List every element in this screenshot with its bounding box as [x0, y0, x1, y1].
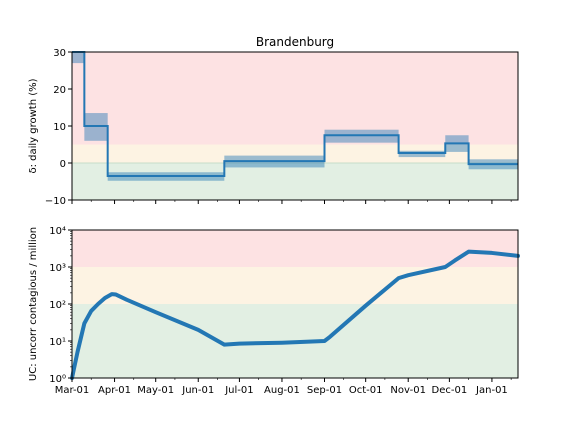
- x-tick-label: Jul-01: [224, 385, 253, 396]
- background-band: [72, 267, 518, 304]
- y-axis-label: UC: uncorr contagious / million: [28, 227, 39, 381]
- y-tick-label: 30: [53, 48, 66, 59]
- growth-rate-panel: −10 0 10 20 30 δ: daily growth (%): [28, 48, 519, 207]
- x-tick-label: Mar-01: [55, 385, 90, 396]
- x-tick-label: Oct-01: [349, 385, 383, 396]
- y-tick-label: 10¹: [49, 337, 66, 348]
- x-tick-label: Dec-01: [432, 385, 468, 396]
- growth-step-line: [72, 51, 518, 177]
- chart-title: Brandenburg: [256, 35, 334, 49]
- y-tick-label: 10⁴: [49, 226, 66, 237]
- x-tick-label: Apr-01: [98, 385, 131, 396]
- confidence-band: [72, 52, 85, 64]
- x-tick-label: Sep-01: [307, 385, 342, 396]
- background-band: [72, 144, 518, 163]
- y-tick-label: 10: [53, 122, 66, 133]
- contagious-line: [70, 249, 520, 380]
- x-tick-label: Aug-01: [264, 385, 300, 396]
- y-tick-label: 20: [53, 85, 66, 96]
- x-tick-label: Jan-01: [475, 385, 508, 396]
- background-band: [72, 52, 518, 145]
- y-tick-label: 10³: [49, 263, 66, 274]
- contagious-panel: 10⁰ 10¹ 10² 10³ 10⁴ Mar-01 Apr-01 May-01 Jun-01 J…: [28, 226, 520, 396]
- y-tick-label: 10²: [49, 300, 66, 311]
- background-band: [72, 163, 518, 200]
- y-tick-label: 10⁰: [49, 374, 66, 385]
- y-axis-label: δ: daily growth (%): [28, 78, 39, 173]
- y-tick-label: −10: [45, 196, 66, 207]
- y-tick-label: 0: [60, 159, 66, 170]
- x-tick-label: Nov-01: [390, 385, 426, 396]
- x-tick-label: Jun-01: [181, 385, 214, 396]
- background-band: [72, 230, 518, 267]
- x-tick-label: May-01: [137, 385, 174, 396]
